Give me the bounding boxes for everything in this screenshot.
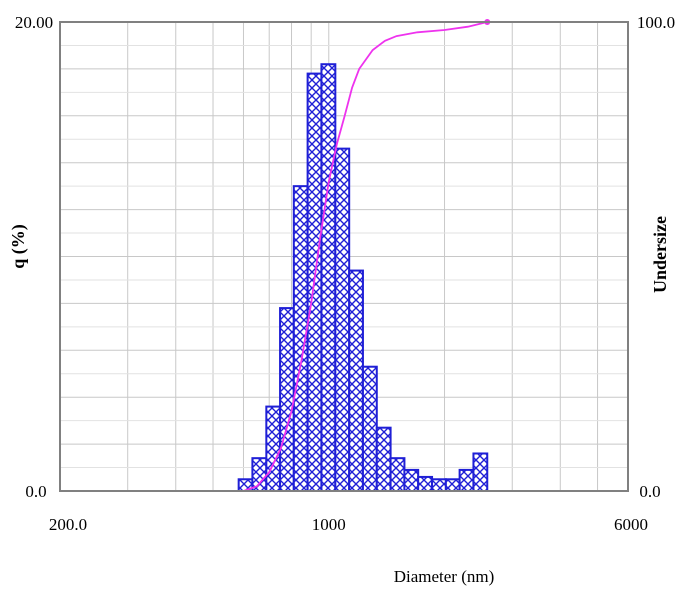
histogram-bar <box>375 426 392 492</box>
x-axis-title: Diameter (nm) <box>394 567 495 586</box>
y-tick-label: 0.0 <box>25 482 46 501</box>
histogram-bar <box>389 457 406 493</box>
y-axis-title: q (%) <box>8 224 29 269</box>
histogram-bar <box>320 63 337 493</box>
secondary-y-axis-title: Undersize <box>650 216 670 293</box>
x-tick-label: 1000 <box>312 515 346 534</box>
histogram-bar <box>361 365 378 492</box>
histogram-bar <box>348 269 364 492</box>
y2-tick-label: 0.0 <box>639 482 660 501</box>
histogram-bar <box>417 475 434 492</box>
histogram-bar <box>458 468 475 492</box>
histogram-bar <box>403 468 420 492</box>
histogram-bar <box>444 478 461 492</box>
plot-frame <box>59 21 629 492</box>
histogram-bars <box>237 63 489 493</box>
histogram-bar <box>472 452 489 493</box>
x-tick-label: 6000 <box>614 515 648 534</box>
undersize-curve-line <box>243 21 488 492</box>
histogram-bar <box>431 478 447 492</box>
histogram-bar <box>251 457 268 493</box>
x-tick-label: 200.0 <box>49 515 87 534</box>
histogram-bar <box>279 307 295 492</box>
y-tick-label: 20.00 <box>15 13 53 32</box>
histogram-bar <box>265 405 282 492</box>
tick-labels: 200.0 1000 6000 0.0 20.00 0.0 100.0 <box>15 13 675 534</box>
histogram-bar <box>334 147 351 492</box>
y2-tick-label: 100.0 <box>637 13 675 32</box>
